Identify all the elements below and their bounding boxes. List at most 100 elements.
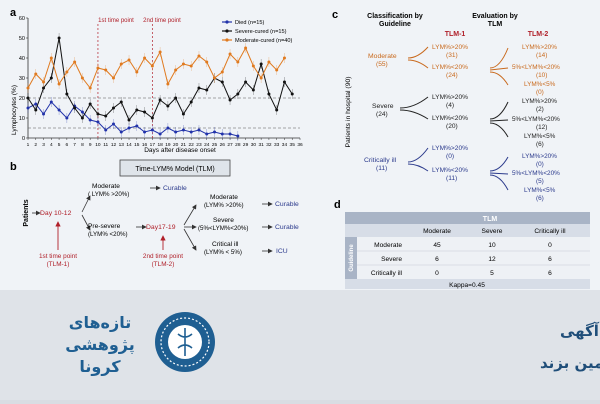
tlm1-header: TLM-1 (445, 31, 466, 38)
data-point (34, 102, 38, 106)
critical-tlm2-high: LYM%>20% (522, 153, 557, 160)
data-point (135, 124, 139, 128)
data-point (49, 56, 53, 60)
x-tick-label: 28 (235, 142, 241, 148)
x-tick-label: 3 (42, 142, 45, 148)
table-cell: 45 (433, 242, 441, 249)
table-cell: 12 (488, 256, 496, 263)
data-point (189, 64, 193, 68)
panel-a-series (26, 33, 294, 141)
brand-line-2: پژوهشی (65, 335, 134, 355)
data-point (197, 86, 201, 90)
data-point (259, 76, 263, 80)
moderate-arrow-tlm2-high (489, 47, 509, 69)
moderate-tlm1-high-n: (31) (446, 52, 458, 59)
moderate-sub: ( LYM% >20%) (88, 191, 129, 198)
x-tick-label: 17 (150, 142, 156, 148)
x-tick-label: 34 (282, 142, 288, 148)
x-tick-label: 24 (204, 142, 210, 148)
data-point (244, 80, 248, 84)
critical-tlm2-low: LYM%<5% (524, 187, 556, 194)
data-point (127, 126, 131, 130)
data-point (174, 130, 178, 134)
data-point (119, 100, 123, 104)
table-cell: 10 (488, 242, 496, 249)
data-point (267, 92, 271, 96)
critical-label: Critical ill (212, 241, 239, 248)
y-tick-label: 50 (19, 36, 25, 42)
data-point (228, 98, 232, 102)
panel-c-y-label: Patients in hospital (90) (345, 76, 352, 147)
curable3-label: Curable (275, 224, 299, 231)
legend-moderate-marker (225, 38, 229, 42)
series-line-2 (27, 46, 285, 90)
data-point (236, 92, 240, 96)
x-tick-label: 14 (126, 142, 132, 148)
severe-branch: Severe (24) LYM%>20% (4) LYM%<20% (20) L… (372, 94, 560, 148)
data-point (57, 108, 61, 112)
banner-bg (0, 290, 600, 400)
severe-arrow-tlm2-low (489, 122, 509, 138)
table-kappa: Kappa=0.45 (449, 282, 485, 289)
tp1-sub: (TLM-1) (47, 261, 70, 268)
data-point (275, 68, 279, 72)
university-seal-icon (155, 312, 215, 372)
data-point (80, 110, 84, 114)
data-point (49, 76, 53, 80)
data-point (26, 96, 30, 100)
critical-tlm2-high-n: (0) (536, 161, 544, 168)
data-point (88, 102, 92, 106)
y-tick-label: 40 (19, 56, 25, 62)
data-point (127, 58, 131, 62)
data-point (26, 106, 30, 110)
data-point (174, 96, 178, 100)
news-banner: تازه‌های پژوهشی کرونا لنفوپنی می‌تواند ش… (0, 290, 600, 400)
x-tick-label: 36 (297, 142, 303, 148)
data-point (65, 116, 69, 120)
data-point (181, 128, 185, 132)
data-point (166, 104, 170, 108)
headline-line-1: لنفوپنی می‌تواند شدت و پیش آگهی (560, 322, 600, 341)
legend-died-label: Died (n=15) (235, 20, 265, 26)
arrow-to-mod2 (183, 204, 197, 226)
data-point (213, 130, 217, 134)
col-guide-label-2: Guideline (379, 21, 411, 28)
severe-tlm1-high: LYM%>20% (432, 94, 468, 101)
x-tick-label: 16 (142, 142, 148, 148)
data-point (73, 60, 77, 64)
critical-tlm2-mid: 5%<LYM%<20% (512, 170, 560, 177)
moderate-tlm2-high: LYM%>20% (522, 44, 557, 51)
critical-arrow-high (407, 147, 429, 163)
table-cell: 0 (548, 242, 552, 249)
severe-sub: (5%<LYM%<20%) (198, 225, 248, 232)
data-point (259, 62, 263, 66)
table-cell: 0 (435, 270, 439, 277)
day1-label: Day 10-12 (40, 210, 72, 217)
col-guide-label: Classification by (367, 13, 423, 20)
y-tick-label: 20 (19, 96, 25, 102)
x-tick-label: 5 (58, 142, 61, 148)
legend-severe-label: Severe-cured (n=15) (235, 29, 287, 35)
data-point (150, 116, 154, 120)
panel-c-classification: c Classification by Guideline Evaluation… (332, 9, 560, 202)
data-point (228, 132, 232, 136)
table-tlm-header-bg (345, 212, 590, 224)
headline-line-2: کووید ۱۹ را تخمین بزند (540, 354, 600, 372)
moderate-class-n: (55) (376, 61, 388, 68)
legend-moderate-label: Moderate-cured (n=40) (235, 38, 293, 44)
critical-tlm1-low-n: (11) (446, 175, 457, 182)
panel-b-title-box (119, 159, 231, 177)
data-point (189, 130, 193, 134)
moderate-arrows (407, 46, 509, 86)
table-cell: 5 (490, 270, 494, 277)
severe-label: Severe (213, 217, 234, 224)
table-cell: 6 (548, 256, 552, 263)
severe-tlm2-high: LYM%>20% (522, 98, 557, 105)
panel-a-x-axis-label: Days after disease onset (144, 147, 216, 154)
severe-arrow-low (399, 109, 429, 120)
moderate-tlm1-high: LYM%>20% (432, 44, 468, 51)
table-guideline-side-bg (345, 237, 357, 279)
data-point (282, 80, 286, 84)
data-point (158, 50, 162, 54)
brand-line-3: کرونا (79, 357, 121, 376)
